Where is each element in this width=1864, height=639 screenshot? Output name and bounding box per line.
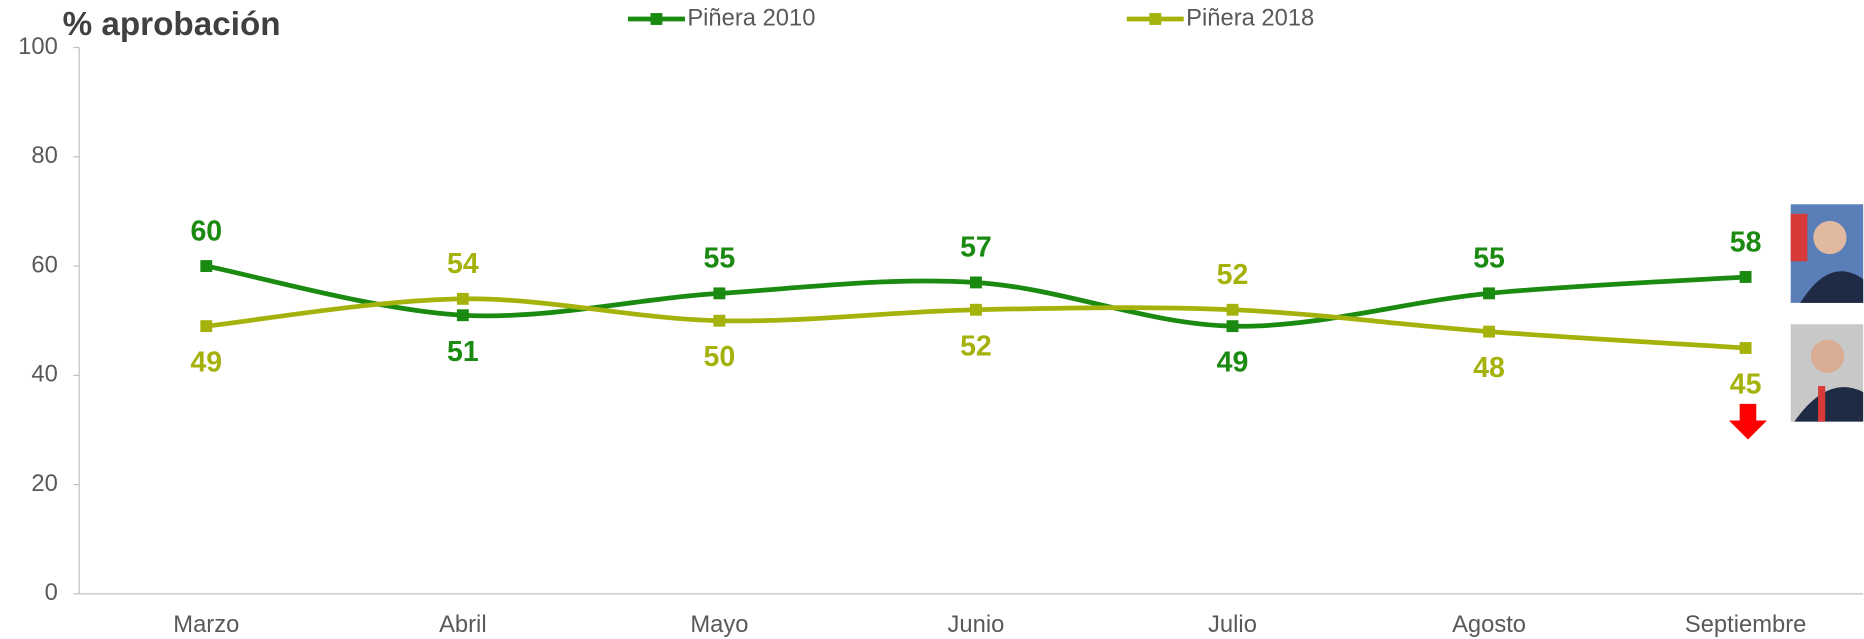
point-marker <box>713 314 726 327</box>
y-tick-label: 20 <box>31 470 57 497</box>
x-tick-label: Abril <box>439 611 487 638</box>
data-label: 52 <box>1217 259 1249 291</box>
photo-2018 <box>1790 324 1864 422</box>
data-label: 50 <box>704 341 736 373</box>
x-tick-label: Marzo <box>173 611 239 638</box>
data-label: 49 <box>190 347 222 379</box>
legend-marker <box>1149 13 1162 25</box>
point-marker <box>200 320 213 333</box>
data-label: 48 <box>1473 352 1505 384</box>
point-marker <box>1739 271 1752 283</box>
chart-title: % aprobación <box>63 6 281 43</box>
data-label: 55 <box>704 243 736 275</box>
photo-2010 <box>1790 204 1864 303</box>
legend-label: Piñera 2018 <box>1186 4 1314 31</box>
x-tick-label: Junio <box>948 611 1005 638</box>
data-label: 58 <box>1730 226 1762 258</box>
data-label: 54 <box>447 248 479 280</box>
point-marker <box>456 309 469 322</box>
y-tick-label: 100 <box>18 33 58 60</box>
point-marker <box>713 287 726 300</box>
data-label: 49 <box>1217 347 1249 379</box>
point-marker <box>1226 320 1239 333</box>
point-marker <box>1483 325 1495 338</box>
point-marker <box>200 260 213 272</box>
data-label: 52 <box>960 330 992 362</box>
point-marker <box>456 292 469 305</box>
data-label: 51 <box>447 336 479 368</box>
data-label: 55 <box>1473 243 1505 275</box>
x-tick-label: Septiembre <box>1685 611 1806 638</box>
data-label: 45 <box>1730 369 1762 401</box>
down-arrow <box>1728 403 1767 440</box>
point-marker <box>1483 287 1495 300</box>
point-marker <box>1739 342 1752 354</box>
x-tick-label: Agosto <box>1452 611 1526 638</box>
data-label: 60 <box>190 215 222 247</box>
y-tick-label: 60 <box>31 251 57 278</box>
point-marker <box>970 276 982 289</box>
x-tick-label: Julio <box>1208 611 1257 638</box>
point-marker <box>1226 303 1239 316</box>
y-tick-label: 0 <box>45 579 58 606</box>
x-tick-label: Mayo <box>690 611 748 638</box>
legend-label: Piñera 2010 <box>687 4 815 31</box>
point-marker <box>970 303 982 316</box>
series-line <box>205 263 1746 329</box>
legend-marker <box>650 13 663 25</box>
data-label: 57 <box>960 232 992 264</box>
y-tick-label: 40 <box>31 361 57 388</box>
y-tick-label: 80 <box>31 142 57 169</box>
